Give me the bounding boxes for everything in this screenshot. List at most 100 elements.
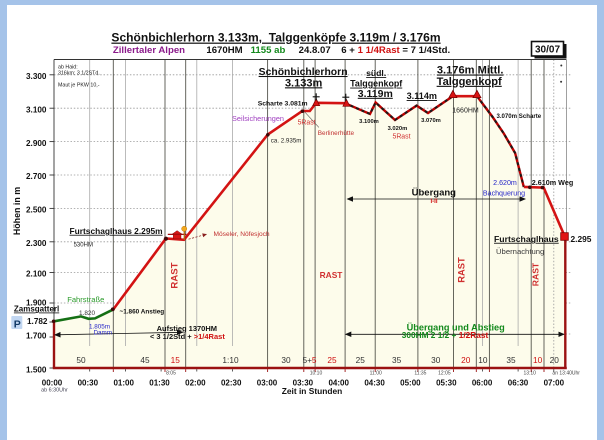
svg-text:1660HM: 1660HM xyxy=(452,107,479,114)
svg-text:35: 35 xyxy=(506,355,516,365)
svg-text:50: 50 xyxy=(76,355,86,365)
svg-text:11:35: 11:35 xyxy=(414,370,426,376)
svg-text:3.114m: 3.114m xyxy=(407,91,437,101)
svg-text:3.070m Scharte: 3.070m Scharte xyxy=(496,113,541,120)
svg-text:10: 10 xyxy=(533,355,543,365)
svg-text:2.100: 2.100 xyxy=(26,269,47,278)
svg-text:25: 25 xyxy=(356,355,366,365)
svg-text:15: 15 xyxy=(171,355,181,365)
svg-text:RAST: RAST xyxy=(320,270,344,280)
svg-text:Scharte 3.081m: Scharte 3.081m xyxy=(258,101,308,108)
svg-text:2.620m: 2.620m xyxy=(493,179,517,187)
svg-text:3.300: 3.300 xyxy=(26,72,47,81)
svg-text:25: 25 xyxy=(327,355,337,365)
svg-text:Bachquerung: Bachquerung xyxy=(483,190,525,198)
svg-text:2.700: 2.700 xyxy=(26,172,47,181)
svg-text:8:05: 8:05 xyxy=(166,370,176,376)
svg-text:1.805m: 1.805m xyxy=(89,324,110,331)
svg-text:20: 20 xyxy=(461,355,471,365)
svg-text:Furtschaglhaus: Furtschaglhaus xyxy=(494,234,559,244)
svg-text:Zeit in Stunden: Zeit in Stunden xyxy=(282,386,342,396)
svg-text:1.782: 1.782 xyxy=(27,317,48,326)
svg-text:3.176m Mittl.: 3.176m Mittl. xyxy=(437,65,504,77)
svg-text:01:30: 01:30 xyxy=(149,379,170,388)
svg-text:3.100m: 3.100m xyxy=(359,119,379,125)
svg-text:Maut je PKW 10,-: Maut je PKW 10,- xyxy=(58,83,100,89)
svg-text:3.133m: 3.133m xyxy=(285,77,323,89)
svg-text:Übergang und Abstieg: Übergang und Abstieg xyxy=(407,322,505,332)
svg-text:1:10: 1:10 xyxy=(222,355,239,365)
svg-text:01:00: 01:00 xyxy=(113,379,134,388)
svg-text:04:30: 04:30 xyxy=(364,379,385,388)
svg-text:04:00: 04:00 xyxy=(328,379,349,388)
svg-text:1.820: 1.820 xyxy=(79,310,95,317)
svg-text:< 3 1/2Std + >1/4Rast: < 3 1/2Std + >1/4Rast xyxy=(150,332,225,341)
svg-text:05:30: 05:30 xyxy=(436,379,457,388)
svg-text:Seilsicherungen: Seilsicherungen xyxy=(232,114,284,123)
svg-text:00:00: 00:00 xyxy=(42,379,63,388)
svg-text:3.100: 3.100 xyxy=(26,105,47,114)
svg-text:Zillertaler Alpen 1670H: Zillertaler Alpen 1670HM 1155 ab 24.8.07… xyxy=(113,45,450,56)
svg-text:Zamsgatterl: Zamsgatterl xyxy=(14,305,59,314)
svg-text:10: 10 xyxy=(478,355,488,365)
svg-text:5Rast: 5Rast xyxy=(298,120,316,127)
svg-text:I-II: I-II xyxy=(431,199,438,205)
svg-text:1.900: 1.900 xyxy=(26,299,47,308)
svg-text:Talggenkopf: Talggenkopf xyxy=(437,76,502,88)
svg-text:03:00: 03:00 xyxy=(257,379,278,388)
svg-text:2.300: 2.300 xyxy=(26,239,47,248)
svg-text:Furtschaglhaus 2.295m: Furtschaglhaus 2.295m xyxy=(70,226,163,236)
svg-text:Schönbichlerhorn: Schönbichlerhorn xyxy=(259,67,348,78)
svg-text:südl.: südl. xyxy=(366,68,386,78)
svg-text:an 13:40Uhr: an 13:40Uhr xyxy=(552,370,580,376)
svg-text:ca. 2.935m: ca. 2.935m xyxy=(271,137,302,144)
svg-text:03:30: 03:30 xyxy=(293,379,314,388)
svg-text:P: P xyxy=(14,318,21,330)
svg-text:Übernachtung: Übernachtung xyxy=(496,247,544,256)
svg-text:316km: 3 1/2STd.: 316km: 3 1/2STd. xyxy=(58,71,100,77)
svg-text:300HM 2 1/2 + 1/2Rast: 300HM 2 1/2 + 1/2Rast xyxy=(402,330,489,340)
svg-text:30: 30 xyxy=(281,355,291,365)
svg-text:2.610m Weg: 2.610m Weg xyxy=(532,178,573,187)
svg-text:13:10: 13:10 xyxy=(523,370,536,376)
svg-text:11:00: 11:00 xyxy=(370,370,382,376)
svg-text:Höhen in m: Höhen in m xyxy=(12,187,22,235)
svg-text:Aufstieg 1370HM: Aufstieg 1370HM xyxy=(157,324,217,333)
svg-text:Damm: Damm xyxy=(94,330,113,337)
svg-text:RAST: RAST xyxy=(531,262,541,286)
svg-text:3.119m: 3.119m xyxy=(358,88,393,100)
svg-text:12:05: 12:05 xyxy=(438,370,451,376)
svg-text:07:00: 07:00 xyxy=(544,379,565,388)
svg-text:Schönbichlerhorn 3.133m, Talg: Schönbichlerhorn 3.133m, Talggenköpfe 3.… xyxy=(111,31,440,45)
svg-text:30/07: 30/07 xyxy=(535,45,560,56)
svg-text:5Rast: 5Rast xyxy=(393,133,411,140)
svg-text:~1.860 Anstieg: ~1.860 Anstieg xyxy=(120,308,165,315)
svg-text:530HM: 530HM xyxy=(74,242,93,248)
svg-text:1.500: 1.500 xyxy=(26,366,47,375)
svg-text:00:30: 00:30 xyxy=(78,379,99,388)
svg-text:06:00: 06:00 xyxy=(472,379,493,388)
svg-text:20: 20 xyxy=(550,355,560,365)
svg-text:RAST: RAST xyxy=(170,262,181,288)
svg-text:3.020m: 3.020m xyxy=(388,126,408,132)
svg-text:Berlinerhütte: Berlinerhütte xyxy=(318,130,355,137)
svg-text:30: 30 xyxy=(431,355,441,365)
svg-text:05:00: 05:00 xyxy=(400,379,421,388)
svg-text:Übergang: Übergang xyxy=(412,188,457,199)
svg-text:2.500: 2.500 xyxy=(26,206,47,215)
svg-text:1.700: 1.700 xyxy=(26,332,47,341)
svg-text:ab Haid:: ab Haid: xyxy=(58,65,78,71)
svg-text:Fahrstraße: Fahrstraße xyxy=(67,295,104,304)
svg-text:3.070m: 3.070m xyxy=(421,118,441,124)
svg-text:Möseler, Nöfesjoch: Möseler, Nöfesjoch xyxy=(214,231,270,238)
svg-text:02:00: 02:00 xyxy=(185,379,206,388)
svg-text:5+5: 5+5 xyxy=(302,355,316,365)
svg-text:2.900: 2.900 xyxy=(26,139,47,148)
svg-text:35: 35 xyxy=(392,355,402,365)
svg-text:45: 45 xyxy=(140,355,150,365)
svg-text:02:30: 02:30 xyxy=(221,379,242,388)
svg-text:10:10: 10:10 xyxy=(310,370,323,376)
svg-text:06:30: 06:30 xyxy=(508,379,529,388)
svg-text:RAST: RAST xyxy=(455,257,466,283)
svg-text:ab 6:30Uhr: ab 6:30Uhr xyxy=(41,388,68,394)
